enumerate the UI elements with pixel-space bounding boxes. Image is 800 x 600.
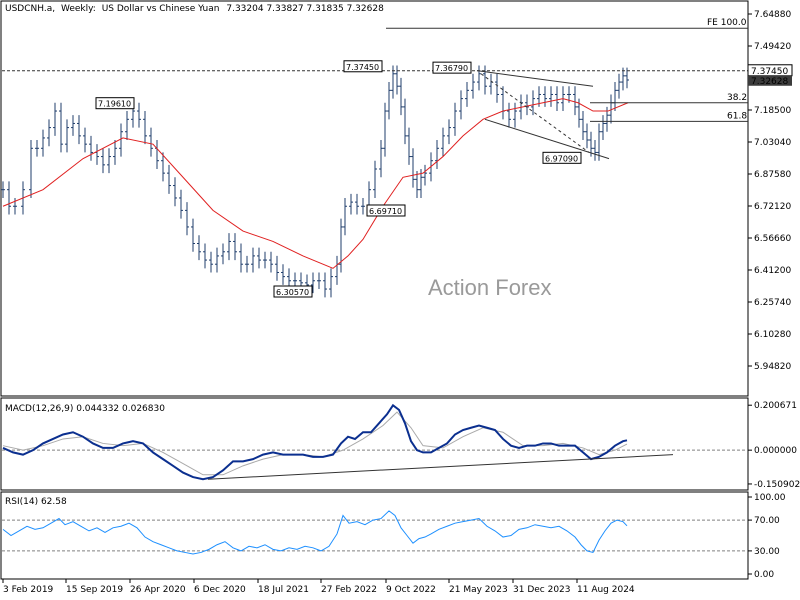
rsi-tick-label: 0.00 [754, 570, 774, 580]
macd-panel-frame [0, 397, 749, 491]
description-label: US Dollar vs Chinese Yuan [102, 4, 220, 14]
price-annotation-label: 6.30570 [276, 288, 309, 297]
rsi-layer [2, 510, 748, 555]
price-annotation-label: 7.36790 [435, 64, 468, 73]
price-panel-frame [0, 0, 749, 397]
price-tick-label: 7.49420 [754, 42, 791, 52]
price-annotation-box [542, 151, 582, 164]
x-tick-label: 26 Apr 2020 [130, 585, 186, 595]
x-tick-label: 11 Aug 2024 [577, 585, 635, 595]
ohlc-label: 7.33204 7.33827 7.31835 7.32628 [226, 4, 384, 14]
price-tag-highlight-label: 7.37450 [751, 67, 788, 77]
price-tick-label: 7.03040 [754, 138, 791, 148]
price-tag-current [748, 75, 792, 86]
x-tick-label: 18 Jul 2021 [258, 585, 309, 595]
price-annotation-label: 6.69710 [369, 207, 402, 216]
macd-layer [2, 403, 748, 481]
symbol-label: USDCNH.a, [5, 4, 55, 14]
x-tick-label: 21 May 2023 [449, 585, 508, 595]
price-tag-current-label: 7.32628 [751, 77, 788, 87]
watermark: Action Forex [428, 275, 552, 300]
price-tick-label: 6.41200 [754, 266, 791, 276]
price-tick-label: 6.87580 [754, 170, 791, 180]
price-annotation-box [432, 61, 472, 74]
rsi-tick-label: 30.00 [754, 547, 780, 557]
x-tick-label: 9 Oct 2022 [386, 585, 436, 595]
x-tick-label: 15 Sep 2019 [66, 585, 123, 595]
macd-trendline [207, 454, 674, 480]
price-annotation-box [273, 285, 313, 298]
price-annotation-label: 6.97090 [545, 154, 578, 163]
price-tick-label: 6.10280 [754, 330, 791, 340]
price-annotation-label: 7.37450 [346, 63, 379, 72]
price-annotation-box [343, 60, 383, 73]
channel-upper-line [476, 70, 594, 87]
rsi-title: RSI(14) 62.58 [5, 497, 67, 507]
x-tick-label: 27 Feb 2022 [321, 585, 377, 595]
rsi-tick-label: 100.00 [754, 493, 786, 503]
price-annotation-box [95, 97, 135, 110]
rsi-tick-label: 70.00 [754, 516, 780, 526]
price-tick-label: 7.64880 [754, 10, 791, 20]
price-tick-label: 5.94820 [754, 362, 791, 372]
fe-level-label: FE 100.0 [707, 18, 747, 28]
macd-tick-label: 0.000000 [754, 446, 797, 456]
x-tick-label: 6 Dec 2020 [194, 585, 246, 595]
macd-main-line [2, 403, 628, 481]
axis-layer: 7.648807.494207.339607.185007.030406.875… [2, 10, 800, 595]
price-tick-label: 6.56660 [754, 234, 791, 244]
macd-tick-label: 0.200671 [754, 401, 797, 411]
price-annotation-label: 7.19610 [98, 100, 131, 109]
price-tick-label: 7.18500 [754, 106, 791, 116]
x-tick-label: 31 Dec 2023 [513, 585, 571, 595]
x-tick-label: 3 Feb 2019 [3, 585, 54, 595]
price-tick-label: 6.72120 [754, 202, 791, 212]
price-annotation-box [366, 204, 406, 217]
macd-title: MACD(12,26,9) 0.044332 0.026830 [5, 404, 165, 414]
period-label: Weekly: [61, 4, 96, 14]
rsi-panel-frame [0, 491, 749, 580]
fib-38-label: 38.2 [727, 93, 747, 103]
chart-header: USDCNH.a, Weekly: US Dollar vs Chinese Y… [5, 4, 384, 14]
retracement-dashed-line [480, 73, 590, 153]
macd-tick-label: -0.150902 [754, 480, 800, 490]
rsi-line [2, 510, 628, 555]
fib-61-label: 61.8 [727, 111, 747, 121]
price-tick-label: 6.25740 [754, 298, 791, 308]
price-layer: FE 100.0 38.2 61.8 7.19610 6.30570 7.37450 6.6… [1, 18, 748, 298]
